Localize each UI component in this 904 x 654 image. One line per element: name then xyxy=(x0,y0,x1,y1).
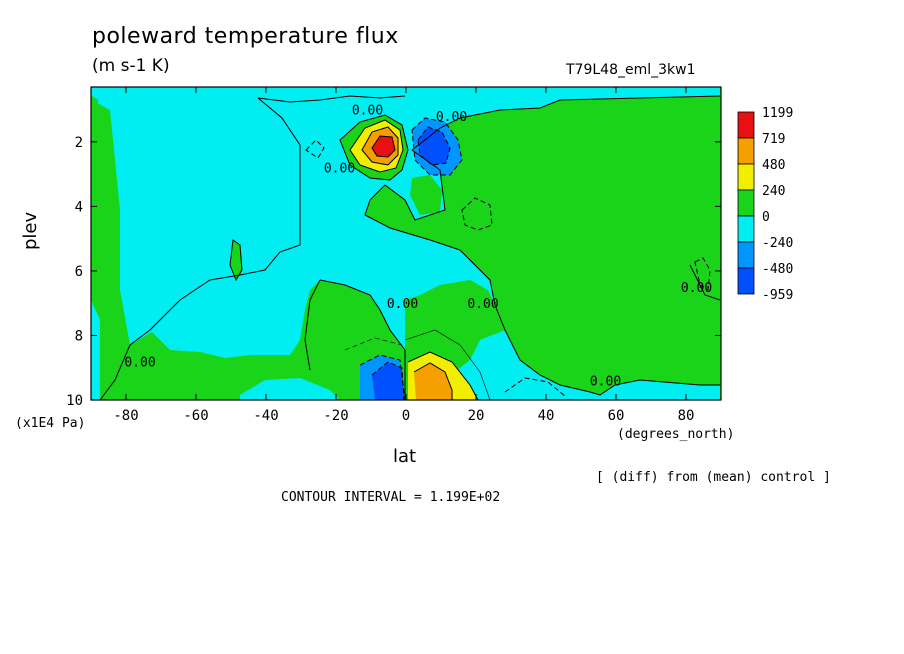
diff-note: [ (diff) from (mean) control ] xyxy=(596,470,831,485)
region-cyan-bottom-left xyxy=(240,378,340,400)
x-tick-label-0: -80 xyxy=(113,408,138,424)
legend-label-7: -959 xyxy=(762,288,793,303)
color-legend: 1199 719 480 240 0 -240 -480 -959 xyxy=(737,106,793,303)
contour-label-1: 0.00 xyxy=(436,110,467,125)
legend-label-0: 1199 xyxy=(762,106,793,121)
x-tick-label-6: 40 xyxy=(538,408,555,424)
y-tick-label-1: 4 xyxy=(75,199,83,215)
region-darkblue-upper xyxy=(418,127,450,165)
contour-upper-pos-2 xyxy=(349,119,404,173)
x-tick-label-4: 0 xyxy=(402,408,410,424)
region-darkblue-lower xyxy=(372,362,404,400)
contour-upper-pos-3 xyxy=(361,126,399,166)
x-tick-label-1: -60 xyxy=(183,408,208,424)
contour-neg-lowright xyxy=(504,377,566,397)
region-green-right-block xyxy=(470,96,720,300)
contour-label-0: 0.00 xyxy=(352,104,383,119)
contour-neg-lower-2 xyxy=(371,361,405,400)
dataset-label: T79L48_eml_3kw1 xyxy=(566,62,696,78)
contour-interval: CONTOUR INTERVAL = 1.199E+02 xyxy=(281,490,501,505)
contour-label-4: 0.00 xyxy=(467,297,498,312)
legend-label-6: -480 xyxy=(762,262,793,277)
legend-swatch-5 xyxy=(737,241,755,269)
contour-labels: 0.00 0.00 0.00 0.00 0.00 0.00 0.00 0.00 xyxy=(124,104,712,390)
x-axis-label: lat xyxy=(393,446,417,467)
legend-swatch-1 xyxy=(737,137,755,165)
region-cyan-lowleft xyxy=(91,300,100,400)
contour-zero-g xyxy=(229,239,243,282)
x-tick-label-8: 80 xyxy=(678,408,695,424)
contour-zero-c xyxy=(364,95,721,396)
legend-label-2: 480 xyxy=(762,158,785,173)
contour-label-2: 0.00 xyxy=(324,162,355,177)
contour-neg-upper xyxy=(411,117,463,176)
legend-swatch-6 xyxy=(737,267,755,295)
contour-zero-f xyxy=(689,264,721,301)
contour-lower-pos-2 xyxy=(413,362,453,400)
legend-swatch-4 xyxy=(737,215,755,243)
region-cyan-top2 xyxy=(91,87,720,400)
contour-label-5: 0.00 xyxy=(124,355,155,370)
x-tick-label-7: 60 xyxy=(608,408,625,424)
legend-label-3: 240 xyxy=(762,184,785,199)
y-tick-label-3: 8 xyxy=(75,328,83,344)
contour-label-6: 0.00 xyxy=(590,375,621,390)
legend-swatch-0 xyxy=(737,111,755,139)
y-axis-ticks: 2 4 6 8 10 xyxy=(66,135,721,409)
legend-label-4: 0 xyxy=(762,210,770,225)
y-tick-label-2: 6 xyxy=(75,264,83,280)
contour-upper-pos-4 xyxy=(371,135,396,158)
region-green-islands xyxy=(230,240,242,280)
contour-lower-pos-outer xyxy=(404,329,491,400)
contour-neg-right xyxy=(694,257,711,291)
contour-zero-d xyxy=(319,279,406,400)
contour-neg-mid xyxy=(461,197,493,231)
legend-label-1: 719 xyxy=(762,132,785,147)
legend-swatch-2 xyxy=(737,163,755,191)
chart-units: (m s-1 K) xyxy=(92,56,170,76)
contour-zero-a xyxy=(99,97,301,400)
x-axis-units: (degrees_north) xyxy=(617,427,735,442)
contour-label-7: 0.00 xyxy=(681,281,712,296)
contour-label-3: 0.00 xyxy=(387,297,418,312)
legend-swatch-3 xyxy=(737,189,755,217)
y-axis-units: (x1E4 Pa) xyxy=(15,416,86,431)
contour-neg-upperleft xyxy=(305,139,325,159)
contour-zero-b xyxy=(257,95,406,103)
contour-neg-lower-outer xyxy=(344,337,403,351)
contour-neg-lower xyxy=(359,354,406,400)
x-tick-label-2: -40 xyxy=(253,408,278,424)
y-tick-label-4: 10 xyxy=(66,393,83,409)
contour-zero-e xyxy=(304,279,321,371)
region-green-mid xyxy=(410,175,442,215)
region-green-left-spine xyxy=(91,100,130,400)
contour-neg-upper-2 xyxy=(417,126,451,166)
x-tick-label-5: 20 xyxy=(468,408,485,424)
region-red-upper xyxy=(372,136,395,157)
legend-label-5: -240 xyxy=(762,236,793,251)
x-tick-label-3: -20 xyxy=(323,408,348,424)
contour-lower-pos xyxy=(407,351,479,400)
x-axis-ticks: -80 -60 -40 -20 0 20 40 60 80 xyxy=(113,87,694,424)
y-tick-label-0: 2 xyxy=(75,135,83,151)
region-orange-lower xyxy=(414,363,452,400)
region-cyan-lower-right xyxy=(500,375,570,400)
contour-upper-pos-outer xyxy=(339,114,409,181)
region-green-lowright xyxy=(560,300,720,395)
chart-title: poleward temperature flux xyxy=(92,24,399,49)
